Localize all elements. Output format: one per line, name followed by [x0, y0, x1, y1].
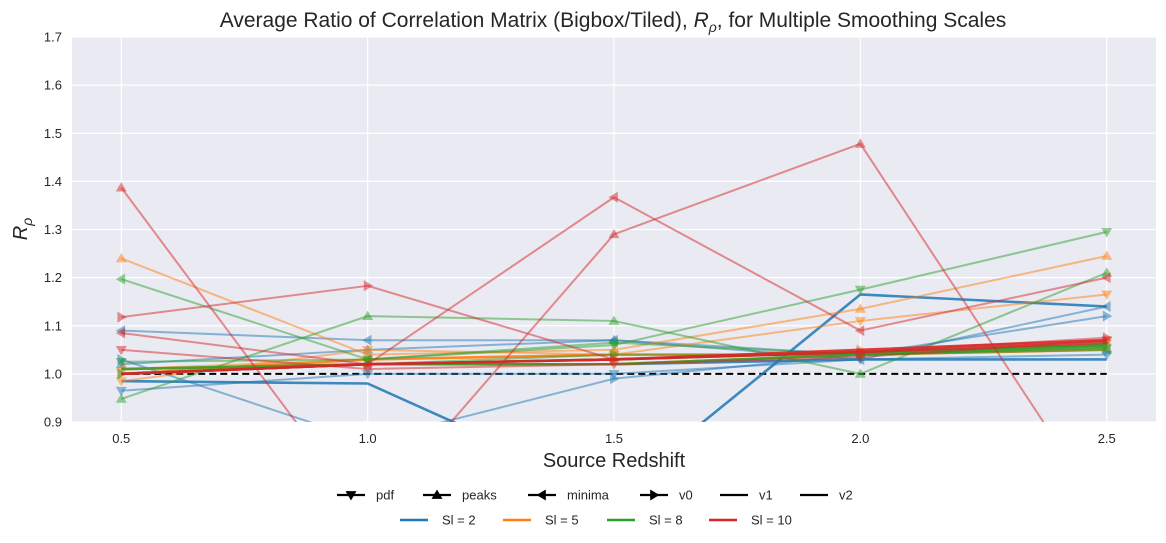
data-point	[608, 370, 620, 380]
legend-marker	[536, 489, 546, 501]
y-tick-label: 0.9	[44, 415, 62, 430]
series-sl10-v2	[121, 338, 1107, 376]
data-point	[608, 228, 620, 239]
x-tick-label: 2.0	[851, 431, 869, 446]
data-point	[608, 315, 620, 325]
data-point	[117, 311, 127, 323]
data-point	[115, 357, 127, 368]
data-point	[610, 373, 620, 385]
legend-label: minima	[567, 488, 610, 503]
x-tick-label: 2.5	[1098, 431, 1116, 446]
x-tick-label: 1.5	[605, 431, 623, 446]
data-point	[854, 138, 866, 148]
legend-item-v2: v2	[800, 488, 853, 503]
y-axis-ticks: 0.9 1.0 1.1 1.2 1.3 1.4 1.5 1.6 1.7	[44, 30, 62, 430]
data-point	[1101, 290, 1113, 300]
legend-label: pdf	[376, 488, 394, 503]
legend-label: Sl = 10	[751, 513, 792, 528]
legend-item-pdf: pdf	[337, 488, 394, 503]
x-tick-label: 0.5	[112, 431, 130, 446]
data-point	[115, 182, 127, 192]
y-tick-label: 1.5	[44, 126, 62, 141]
data-point	[854, 317, 866, 327]
legend-item-peaks: peaks	[423, 488, 497, 503]
series-sl8-peaks	[115, 267, 1113, 403]
legend-label: Sl = 2	[442, 513, 476, 528]
legend-item-v0: v0	[640, 488, 693, 503]
series-sl10-peaks	[115, 138, 1112, 522]
x-axis-label: Source Redshift	[543, 450, 686, 472]
chart-title: Average Ratio of Correlation Matrix (Big…	[220, 9, 1007, 35]
legend-label: Sl = 5	[545, 513, 579, 528]
legend-label: v1	[759, 488, 773, 503]
series-line	[121, 338, 1107, 376]
data-point	[115, 273, 126, 285]
legend-marker	[431, 489, 443, 499]
series-layer	[115, 138, 1113, 522]
legend-label: peaks	[462, 488, 497, 503]
y-tick-label: 1.3	[44, 222, 62, 237]
data-point	[854, 285, 866, 296]
series-line	[121, 293, 1107, 422]
legend-marker	[345, 491, 357, 501]
legend-label: v2	[839, 488, 853, 503]
data-point	[1101, 513, 1112, 522]
legend-item-scale-1: Sl = 5	[503, 513, 579, 528]
legend: pdf peaks minima v0 v1 v2 Sl = 2 Sl = 5 Sl = 8 Sl…	[337, 488, 853, 528]
data-point	[362, 310, 374, 320]
y-tick-label: 1.0	[44, 366, 62, 381]
y-tick-label: 1.1	[44, 318, 62, 333]
data-point	[1101, 272, 1111, 284]
y-tick-label: 1.4	[44, 174, 62, 189]
legend-item-scale-0: Sl = 2	[400, 513, 476, 528]
x-axis-ticks: 0.5 1.0 1.5 2.0 2.5	[112, 431, 1116, 446]
data-point	[1102, 310, 1113, 322]
x-tick-label: 1.0	[359, 431, 377, 446]
legend-label: Sl = 8	[649, 513, 683, 528]
data-point	[115, 386, 127, 397]
data-point	[363, 280, 374, 292]
data-point	[854, 325, 865, 337]
y-tick-label: 1.7	[44, 30, 62, 45]
legend-item-v1: v1	[720, 488, 773, 503]
title-math: R	[694, 9, 709, 32]
legend-label: v0	[679, 488, 693, 503]
data-point	[362, 370, 374, 380]
series-sl2-v1	[121, 293, 1107, 422]
legend-item-scale-2: Sl = 8	[607, 513, 683, 528]
data-point	[608, 337, 618, 349]
data-point	[115, 345, 127, 356]
data-point	[362, 513, 373, 522]
data-point	[362, 334, 372, 346]
data-point	[1101, 250, 1113, 260]
data-point	[115, 252, 127, 263]
data-point	[115, 377, 127, 387]
data-point	[854, 368, 866, 378]
series-sl10-minima	[115, 191, 1111, 370]
y-tick-label: 1.2	[44, 270, 62, 285]
data-point	[115, 393, 127, 403]
data-point	[115, 327, 126, 339]
legend-marker	[650, 489, 660, 501]
data-point	[854, 303, 866, 313]
y-tick-label: 1.6	[44, 78, 62, 93]
data-point	[1101, 228, 1113, 238]
title-math-sub: ρ	[708, 19, 717, 35]
legend-item-minima: minima	[528, 488, 610, 503]
y-axis-label: Rρ	[10, 218, 35, 240]
data-point	[608, 191, 618, 203]
legend-item-scale-3: Sl = 10	[709, 513, 792, 528]
